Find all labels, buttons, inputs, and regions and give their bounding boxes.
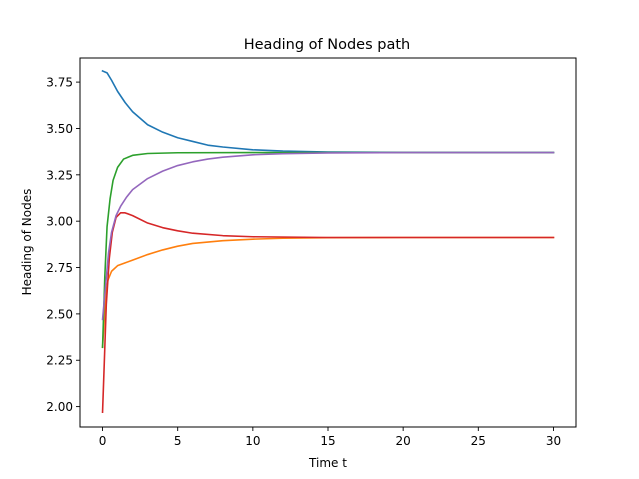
x-tick-label: 25 [471, 434, 486, 448]
y-axis-label: Heading of Nodes [20, 189, 34, 296]
x-axis-ticks: 0 5 10 15 20 25 30 [99, 427, 561, 448]
x-tick-label: 20 [396, 434, 411, 448]
y-tick-label: 2.00 [46, 400, 73, 414]
x-tick-label: 0 [99, 434, 107, 448]
y-tick-label: 3.75 [46, 76, 73, 90]
x-tick-label: 15 [320, 434, 335, 448]
x-tick-label: 10 [245, 434, 260, 448]
y-tick-label: 3.00 [46, 215, 73, 229]
y-tick-label: 2.75 [46, 261, 73, 275]
y-axis-ticks: 2.00 2.25 2.50 2.75 3.00 3.25 3.50 3.75 [46, 76, 80, 414]
x-tick-label: 30 [546, 434, 561, 448]
x-tick-label: 5 [174, 434, 182, 448]
y-tick-label: 2.25 [46, 354, 73, 368]
chart-title: Heading of Nodes path [244, 37, 411, 53]
plot-lines [101, 69, 555, 413]
x-axis-label: Time t [308, 456, 347, 470]
y-tick-label: 2.50 [46, 307, 73, 321]
series-line-3 [101, 151, 555, 349]
y-tick-label: 3.50 [46, 122, 73, 136]
y-tick-label: 3.25 [46, 168, 73, 182]
series-line-4 [101, 212, 555, 413]
series-line-1 [101, 69, 555, 154]
series-line-5 [101, 151, 555, 321]
